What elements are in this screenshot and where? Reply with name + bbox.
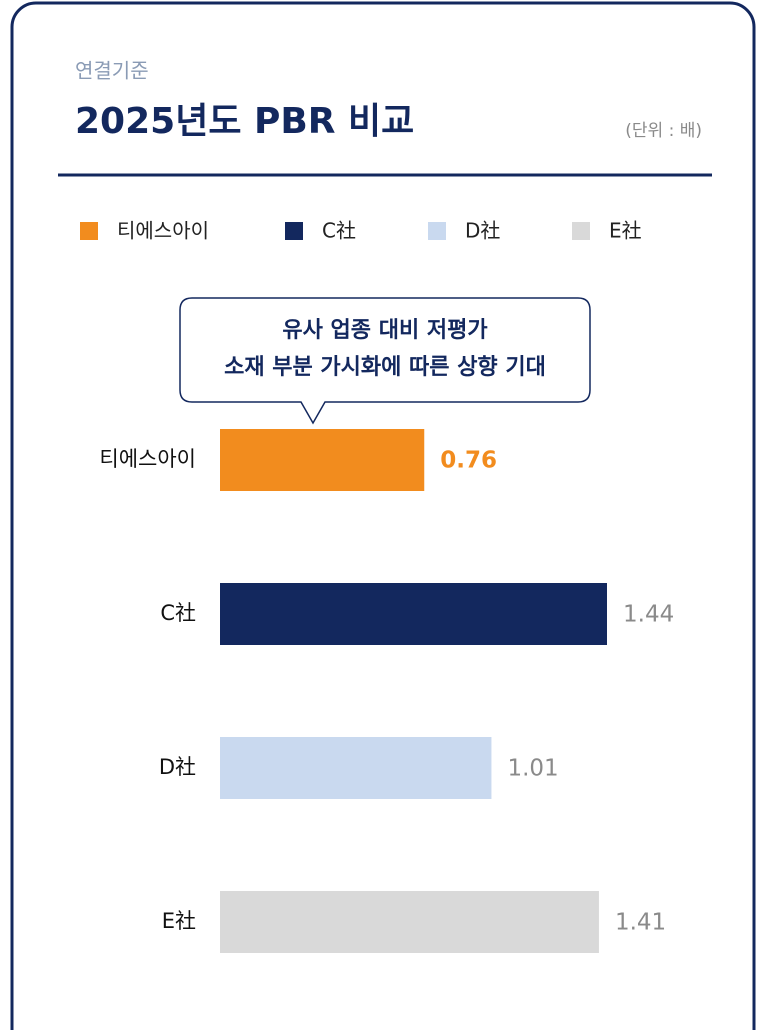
bar — [220, 737, 492, 799]
legend-swatch — [285, 222, 303, 240]
chart-title: 2025년도 PBR 비교 — [75, 101, 414, 142]
callout-box — [179, 297, 591, 425]
legend-label: E社 — [609, 219, 642, 243]
value-label: 0.76 — [440, 448, 497, 474]
legend-swatch — [80, 222, 98, 240]
value-label: 1.01 — [507, 756, 558, 782]
chart-subtitle: 연결기준 — [75, 59, 149, 83]
bar — [220, 429, 425, 491]
unit-label: (단위 : 배) — [625, 121, 702, 141]
category-label: D社 — [159, 755, 196, 779]
bar — [220, 891, 599, 953]
category-label: E社 — [162, 909, 196, 933]
annotation: 유사 업종 대비 저평가 — [282, 318, 487, 343]
legend-label: D社 — [465, 219, 500, 243]
legend-label: 티에스아이 — [117, 219, 209, 243]
legend-swatch — [572, 222, 590, 240]
bar — [220, 583, 607, 645]
category-label: 티에스아이 — [99, 447, 196, 471]
legend-swatch — [428, 222, 446, 240]
value-label: 1.44 — [623, 602, 674, 628]
category-label: C社 — [160, 601, 196, 625]
legend-label: C社 — [322, 219, 356, 243]
value-label: 1.41 — [615, 910, 666, 936]
annotation: 소재 부분 가시화에 따른 상향 기대 — [224, 355, 546, 380]
card — [10, 1, 756, 1030]
